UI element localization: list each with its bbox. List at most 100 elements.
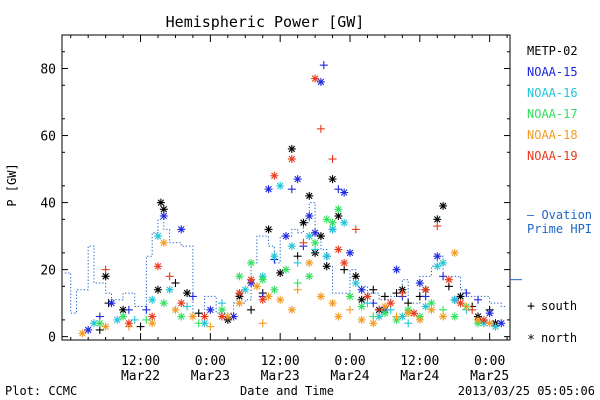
marker-legend-north-label: north [541, 331, 577, 345]
noaa-16-north-point [450, 295, 459, 304]
noaa-18-south-point [392, 312, 401, 321]
noaa-15-south-point [287, 185, 296, 194]
noaa-15-north-point [229, 312, 238, 321]
noaa-17-north-point [328, 218, 337, 227]
noaa-19-north-point [258, 295, 267, 304]
noaa-19-south-point [351, 225, 360, 234]
x-tick-label-time: 12:00 [261, 354, 300, 369]
noaa-18-north-point [415, 315, 424, 324]
noaa-18-north-point [276, 295, 285, 304]
noaa-19-south-point [398, 289, 407, 298]
noaa-18-south-point [258, 319, 267, 328]
noaa-19-south-point [375, 305, 384, 314]
hpi-label-line2: Prime HPI [527, 222, 592, 236]
legend: METP-02 NOAA-15 NOAA-16 NOAA-17 NOAA-18 NOAA-… [527, 44, 578, 163]
noaa-18-south-point [293, 285, 302, 294]
noaa-19-north-point [410, 309, 418, 318]
metp-02-north-point [264, 225, 273, 234]
noaa-19-south-point [101, 265, 110, 274]
noaa-17-north-point [334, 205, 343, 214]
noaa-16-north-point [351, 279, 360, 288]
noaa-17-north-point [450, 312, 459, 321]
noaa-16-north-point [491, 322, 500, 331]
noaa-16-north-point [322, 252, 331, 261]
y-tick-label: 40 [40, 197, 56, 212]
metp-02-north-point [305, 191, 314, 200]
noaa-15-north-point [485, 309, 494, 318]
noaa-16-north-point [287, 242, 296, 251]
metp-02-north-point [287, 144, 296, 153]
x-tick-label-date: Mar23 [261, 369, 300, 384]
noaa-15-south-point [95, 312, 104, 321]
noaa-15-south-point [421, 292, 430, 301]
noaa-18-north-point [369, 319, 378, 328]
chart-title: Hemispheric Power [GW] [166, 13, 365, 31]
noaa-17-north-point [305, 272, 314, 281]
marker-legend: + south * north [527, 299, 577, 348]
noaa-15-north-point [293, 175, 302, 184]
noaa-15-north-point [357, 285, 366, 294]
footer-timestamp: 2013/03/25 05:05:06 [458, 384, 595, 398]
noaa-18-north-point [334, 312, 343, 321]
metp-02-south-point [171, 279, 180, 288]
noaa-18-north-point [159, 238, 168, 247]
noaa-19-north-point [270, 171, 279, 180]
legend-entry-noaa-15: NOAA-15 [527, 65, 578, 79]
marker-legend-south-symbol: + [527, 299, 535, 314]
metp-02-north-point [299, 218, 308, 227]
x-axis-label: Date and Time [240, 384, 334, 398]
noaa-17-north-point [322, 215, 331, 224]
noaa-15-north-point [177, 225, 186, 234]
noaa-16-north-point [165, 285, 174, 294]
noaa-18-north-point [357, 315, 366, 324]
noaa-15-north-point [497, 319, 506, 328]
noaa-17-north-point [218, 305, 226, 314]
noaa-15-south-point [474, 295, 482, 304]
noaa-15-north-point [282, 232, 290, 241]
x-tick-label-date: Mar24 [330, 369, 369, 384]
noaa-16-north-point [113, 315, 122, 324]
noaa-17-south-point [194, 319, 203, 328]
metp-02-north-point [154, 285, 162, 294]
noaa-15-south-point [188, 292, 197, 301]
noaa-18-south-point [346, 305, 354, 314]
noaa-19-north-point [124, 319, 133, 328]
metp-02-north-point [119, 305, 128, 314]
noaa-18-north-point [316, 292, 325, 301]
noaa-17-north-point [247, 258, 256, 267]
legend-entry-metp-02: METP-02 [527, 44, 578, 58]
noaa-19-north-point [200, 312, 209, 321]
metp-02-north-point [276, 268, 285, 277]
noaa-16-south-point [363, 299, 372, 308]
noaa-16-north-point [433, 262, 442, 271]
metp-02-south-point [340, 265, 349, 274]
noaa-18-north-point [404, 309, 413, 318]
noaa-15-south-point [142, 305, 151, 314]
noaa-17-north-point [159, 299, 168, 308]
metp-02-north-point [101, 272, 110, 281]
noaa-17-south-point [142, 315, 151, 324]
noaa-17-north-point [235, 272, 244, 281]
noaa-15-north-point [107, 299, 116, 308]
noaa-19-south-point [468, 305, 477, 314]
metp-02-north-point [456, 292, 465, 301]
noaa-18-north-point [235, 299, 244, 308]
metp-02-south-point [95, 325, 104, 334]
noaa-16-north-point [421, 302, 430, 311]
noaa-16-north-point [375, 312, 384, 321]
noaa-18-south-point [462, 302, 471, 311]
legend-entry-noaa-19: NOAA-19 [527, 149, 578, 163]
noaa-18-north-point [380, 302, 389, 311]
noaa-17-north-point [270, 285, 279, 294]
x-tick-label-date: Mar23 [191, 369, 230, 384]
noaa-18-north-point [305, 258, 314, 267]
noaa-18-north-point [148, 319, 157, 328]
noaa-16-south-point [218, 299, 226, 308]
noaa-16-north-point [439, 258, 448, 267]
noaa-15-south-point [462, 289, 471, 298]
noaa-17-south-point [369, 312, 378, 321]
noaa-16-north-point [328, 225, 337, 234]
noaa-17-north-point [177, 312, 186, 321]
noaa-18-north-point [439, 312, 448, 321]
noaa-18-north-point [427, 305, 436, 314]
